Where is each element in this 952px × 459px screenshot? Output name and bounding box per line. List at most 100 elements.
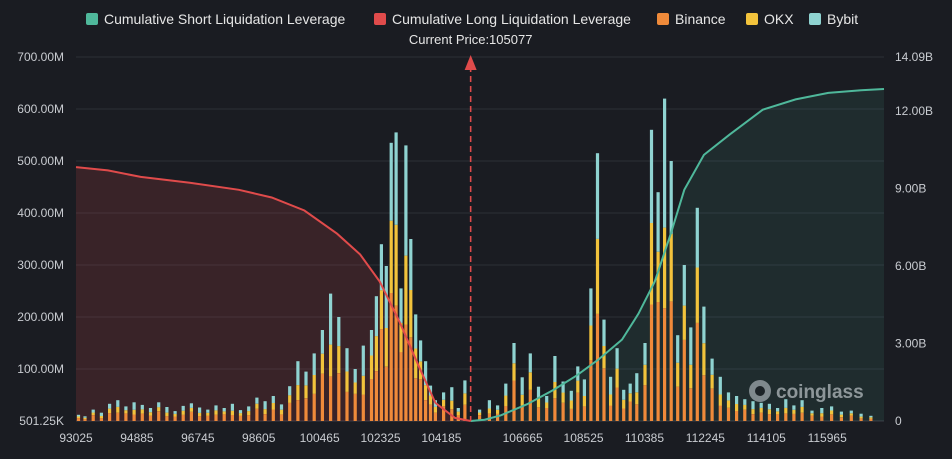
legend-swatch[interactable] bbox=[86, 13, 98, 25]
bybit-bar-segment bbox=[442, 392, 446, 400]
binance-bar-segment bbox=[198, 416, 202, 421]
okx-bar-segment bbox=[296, 385, 300, 400]
binance-bar-segment bbox=[635, 404, 639, 421]
bybit-bar-segment bbox=[669, 161, 673, 234]
okx-bar-segment bbox=[222, 411, 226, 415]
okx-bar-segment bbox=[767, 409, 771, 415]
okx-bar-segment bbox=[456, 411, 460, 415]
binance-bar-segment bbox=[238, 416, 243, 421]
binance-bar-segment bbox=[553, 398, 557, 422]
okx-bar-segment bbox=[869, 417, 873, 419]
binance-bar-segment bbox=[609, 405, 613, 421]
bybit-bar-segment bbox=[296, 361, 300, 386]
okx-bar-segment bbox=[759, 407, 763, 413]
bybit-bar-segment bbox=[404, 145, 408, 256]
bybit-bar-segment bbox=[173, 411, 177, 414]
bybit-bar-segment bbox=[255, 397, 259, 404]
binance-bar-segment bbox=[222, 414, 226, 421]
bybit-bar-segment bbox=[615, 348, 619, 369]
legend-label[interactable]: Cumulative Long Liquidation Leverage bbox=[392, 11, 631, 27]
binance-bar-segment bbox=[288, 402, 292, 421]
binance-bar-segment bbox=[337, 373, 341, 421]
bybit-bar-segment bbox=[409, 239, 413, 290]
binance-bar-segment bbox=[91, 415, 95, 421]
binance-bar-segment bbox=[512, 380, 516, 421]
binance-bar-segment bbox=[409, 337, 413, 421]
binance-bar-segment bbox=[643, 385, 647, 421]
bybit-bar-segment bbox=[635, 373, 639, 393]
bybit-bar-segment bbox=[520, 377, 524, 395]
bybit-bar-segment bbox=[859, 413, 863, 417]
okx-bar-segment bbox=[776, 411, 780, 415]
x-tick-label: 93025 bbox=[59, 431, 93, 445]
okx-bar-segment bbox=[545, 402, 549, 408]
okx-bar-segment bbox=[409, 290, 413, 338]
left-tick-label: 600.00M bbox=[17, 102, 64, 116]
left-tick-label: 500.00M bbox=[17, 154, 64, 168]
legend-swatch[interactable] bbox=[809, 13, 821, 25]
binance-bar-segment bbox=[656, 302, 660, 421]
legend-label[interactable]: OKX bbox=[764, 11, 794, 27]
bybit-bar-segment bbox=[656, 192, 660, 252]
okx-bar-segment bbox=[830, 410, 834, 415]
okx-bar-segment bbox=[116, 406, 120, 413]
binance-bar-segment bbox=[83, 419, 87, 421]
bybit-bar-segment bbox=[776, 408, 780, 412]
bybit-bar-segment bbox=[206, 409, 210, 413]
bybit-bar-segment bbox=[181, 405, 185, 411]
binance-bar-segment bbox=[116, 412, 120, 421]
okx-bar-segment bbox=[312, 375, 316, 394]
bybit-bar-segment bbox=[553, 356, 557, 382]
legend-label[interactable]: Cumulative Short Liquidation Leverage bbox=[104, 11, 345, 27]
binance-bar-segment bbox=[710, 388, 714, 421]
okx-bar-segment bbox=[520, 394, 524, 406]
bybit-bar-segment bbox=[663, 98, 667, 228]
okx-bar-segment bbox=[181, 410, 185, 415]
bybit-bar-segment bbox=[800, 400, 804, 407]
okx-bar-segment bbox=[656, 251, 660, 302]
legend-swatch[interactable] bbox=[657, 13, 669, 25]
okx-bar-segment bbox=[751, 409, 755, 414]
x-tick-label: 115965 bbox=[808, 431, 847, 445]
bybit-bar-segment bbox=[839, 411, 843, 415]
bybit-bar-segment bbox=[132, 402, 136, 410]
legend-swatch[interactable] bbox=[374, 13, 386, 25]
bybit-bar-segment bbox=[582, 379, 586, 396]
short-cumulative-area bbox=[470, 89, 884, 421]
binance-bar-segment bbox=[839, 417, 843, 421]
bybit-bar-segment bbox=[718, 376, 722, 395]
binance-bar-segment bbox=[181, 415, 185, 421]
bybit-bar-segment bbox=[628, 383, 632, 394]
bybit-bar-segment bbox=[849, 410, 853, 414]
okx-bar-segment bbox=[369, 355, 374, 380]
bybit-bar-segment bbox=[124, 406, 128, 411]
okx-bar-segment bbox=[214, 410, 218, 415]
okx-bar-segment bbox=[345, 371, 349, 392]
okx-bar-segment bbox=[76, 416, 81, 419]
x-tick-label: 94885 bbox=[120, 431, 154, 445]
binance-bar-segment bbox=[157, 411, 161, 421]
bybit-bar-segment bbox=[83, 416, 87, 418]
okx-bar-segment bbox=[735, 404, 739, 411]
left-tick-label: 501.25K bbox=[19, 414, 64, 428]
okx-bar-segment bbox=[478, 412, 482, 415]
okx-bar-segment bbox=[108, 408, 112, 414]
legend-label[interactable]: Binance bbox=[675, 11, 726, 27]
legend[interactable]: Cumulative Short Liquidation Leverage Cum… bbox=[86, 11, 858, 27]
binance-bar-segment bbox=[695, 322, 699, 421]
legend-label[interactable]: Bybit bbox=[827, 11, 858, 27]
binance-bar-segment bbox=[173, 416, 177, 421]
okx-bar-segment bbox=[682, 305, 686, 340]
bybit-bar-segment bbox=[643, 343, 647, 365]
binance-bar-segment bbox=[528, 389, 532, 421]
bybit-bar-segment bbox=[751, 401, 755, 410]
current-price-marker: Current Price:105077 bbox=[409, 32, 532, 421]
bybit-bar-segment bbox=[394, 132, 398, 225]
binance-bar-segment bbox=[869, 418, 873, 421]
okx-bar-segment bbox=[428, 395, 433, 405]
bybit-bar-segment bbox=[263, 401, 267, 410]
bybit-bar-segment bbox=[496, 405, 500, 410]
legend-swatch[interactable] bbox=[746, 13, 758, 25]
bybit-bar-segment bbox=[487, 400, 491, 409]
binance-bar-segment bbox=[206, 415, 210, 421]
